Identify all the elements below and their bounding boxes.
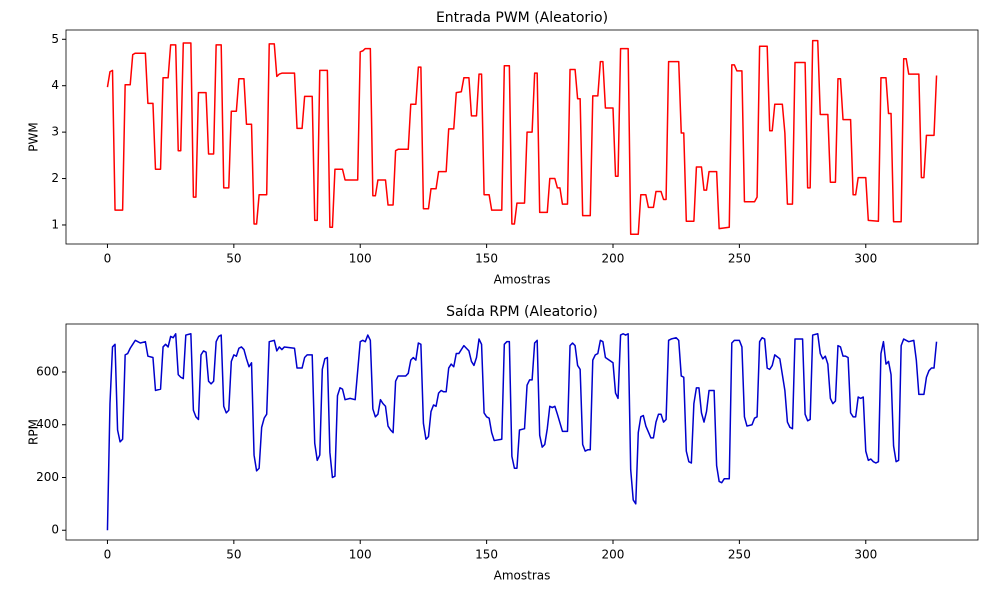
y-tick-label: 1 [51, 217, 59, 231]
data-line [106, 333, 938, 531]
chart-title: Entrada PWM (Aleatorio) [436, 10, 608, 26]
x-tick-label: 0 [104, 252, 112, 266]
x-tick-label: 150 [475, 252, 498, 266]
x-tick-label: 200 [602, 548, 625, 562]
y-tick-label: 2 [51, 171, 59, 185]
y-tick-label: 5 [51, 32, 59, 46]
x-axis-label: Amostras [494, 273, 551, 287]
y-tick-label: 200 [36, 470, 59, 484]
x-tick-label: 200 [602, 252, 625, 266]
x-tick-label: 250 [728, 548, 751, 562]
y-tick-label: 3 [51, 125, 59, 139]
x-tick-label: 0 [104, 548, 112, 562]
data-line [106, 39, 938, 235]
axes-frame [65, 29, 979, 245]
x-tick-label: 300 [854, 548, 877, 562]
x-axis-label: Amostras [494, 569, 551, 583]
y-axis-label: PWM [27, 122, 41, 151]
y-axis-label: RPM [27, 419, 41, 445]
x-tick-label: 50 [226, 548, 241, 562]
x-tick-label: 50 [226, 252, 241, 266]
chart-title: Saída RPM (Aleatorio) [446, 304, 598, 320]
x-tick-label: 100 [349, 252, 372, 266]
y-tick-label: 600 [36, 365, 59, 379]
x-tick-label: 100 [349, 548, 372, 562]
x-tick-label: 150 [475, 548, 498, 562]
y-tick-label: 400 [36, 417, 59, 431]
axes-frame [65, 323, 979, 541]
y-tick-label: 4 [51, 78, 59, 92]
y-tick-label: 0 [51, 523, 59, 537]
x-tick-label: 250 [728, 252, 751, 266]
x-tick-label: 300 [854, 252, 877, 266]
